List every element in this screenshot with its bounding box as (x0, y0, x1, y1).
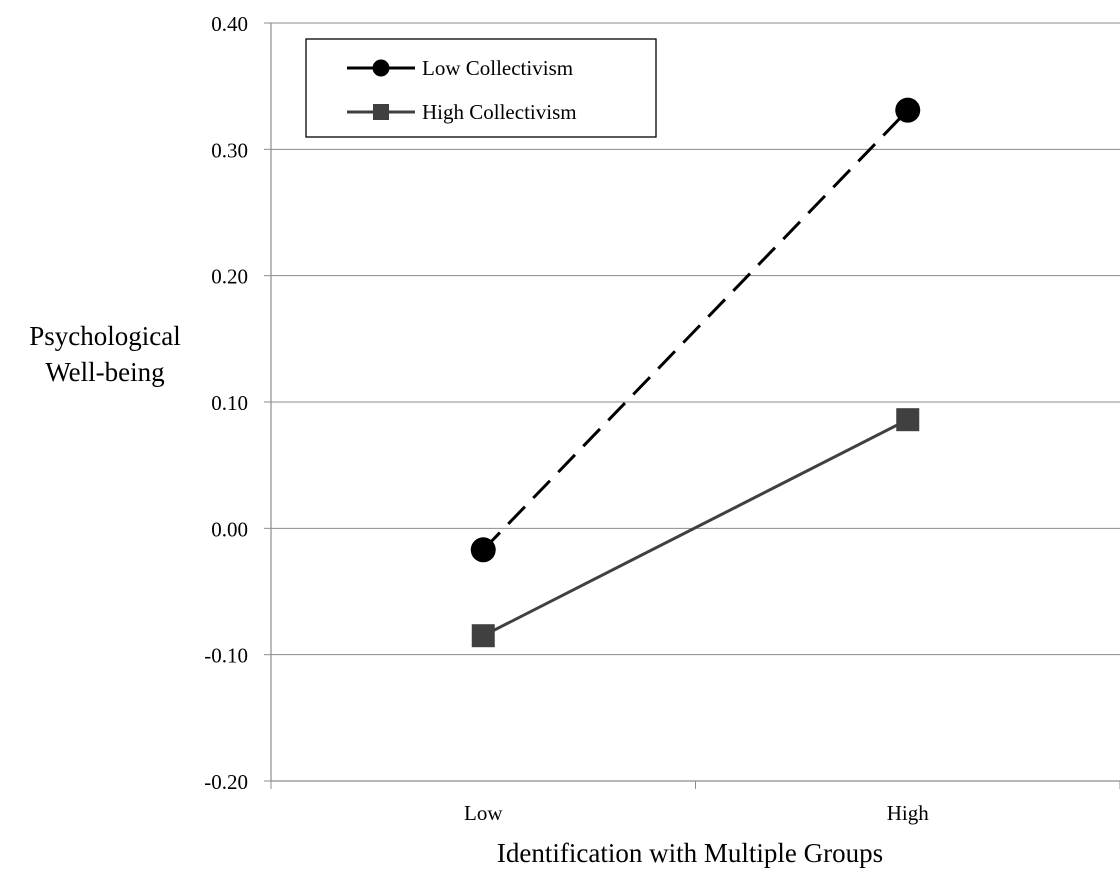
y-tick-label: 0.10 (211, 391, 248, 415)
data-point (895, 97, 921, 123)
y-axis-label-line-1: Psychological (29, 321, 180, 351)
legend-marker (373, 104, 389, 120)
y-tick-label: 0.40 (211, 12, 248, 36)
legend-box (305, 38, 657, 138)
y-tick-label: 0.00 (211, 517, 248, 541)
series-layer (470, 97, 921, 648)
data-point (896, 408, 920, 432)
series-1 (470, 97, 921, 563)
legend-item: High Collectivism (347, 100, 577, 124)
x-tick-label: Low (464, 801, 503, 825)
legend: Low Collectivism High Collectivism (305, 38, 657, 138)
legend-item: Low Collectivism (347, 56, 573, 80)
series-line (482, 418, 909, 638)
series-line (482, 109, 909, 551)
y-axis-label-line-2: Well-being (45, 357, 164, 387)
y-tick-label: 0.20 (211, 265, 248, 289)
legend-label: High Collectivism (422, 100, 577, 124)
axes: 0.40 0.30 0.20 0.10 0.00 -0.10 -0.20 Low High (204, 12, 1120, 825)
legend-marker (372, 59, 390, 77)
data-point (471, 624, 495, 648)
series-2 (471, 408, 920, 648)
legend-label: Low Collectivism (422, 56, 573, 80)
x-tick-label: High (887, 801, 930, 825)
y-tick-label: -0.20 (204, 770, 248, 794)
x-axis-label: Identification with Multiple Groups (497, 838, 883, 868)
y-tick-label: 0.30 (211, 138, 248, 162)
labels: Psychological Well-being Identification … (29, 321, 883, 868)
data-point (470, 537, 496, 563)
y-tick-label: -0.10 (204, 644, 248, 668)
